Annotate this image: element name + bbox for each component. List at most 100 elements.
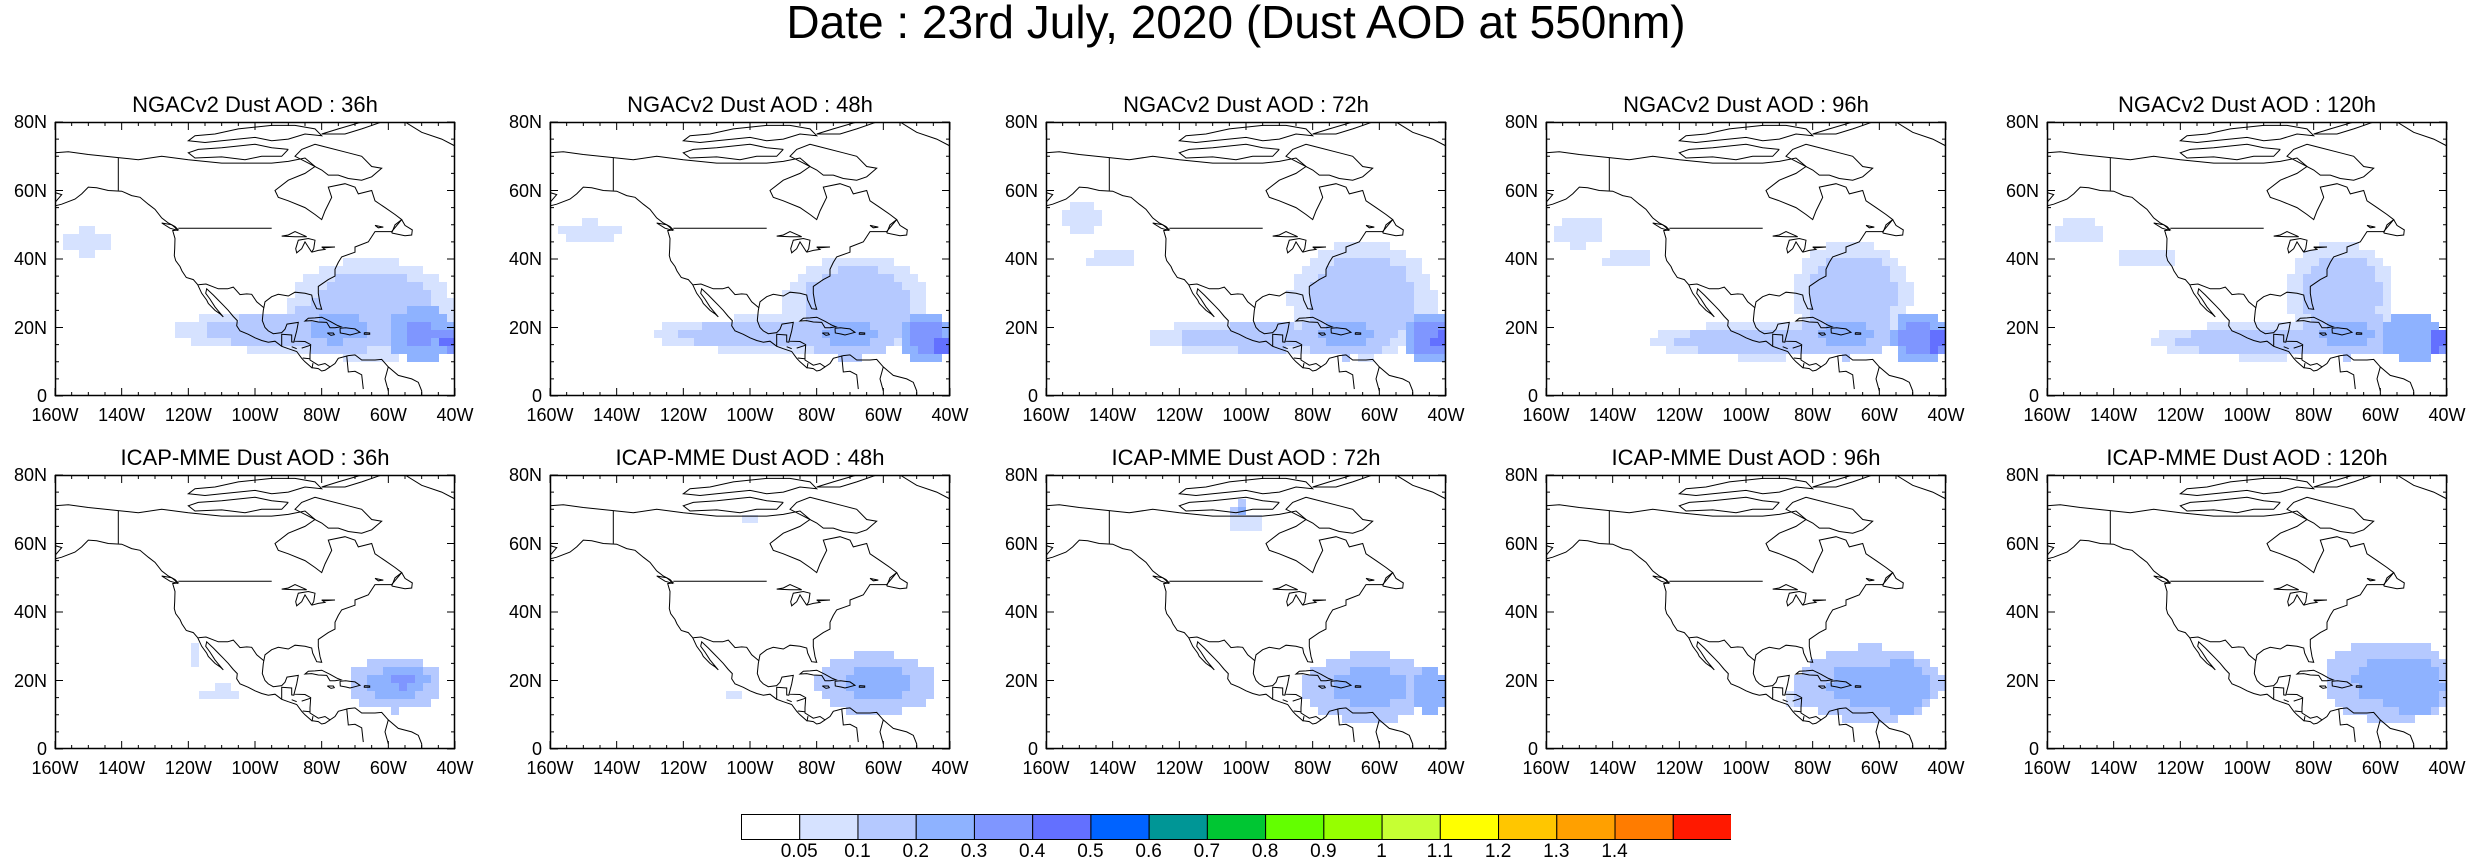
aod-cell <box>431 675 439 683</box>
coastline <box>1046 152 1322 372</box>
coastline <box>806 716 809 722</box>
aod-cell <box>2367 715 2375 723</box>
aod-cell <box>1858 707 1866 715</box>
aod-cell <box>1422 354 1430 362</box>
aod-cell <box>734 338 742 346</box>
aod-cell <box>1906 322 1914 330</box>
coastline <box>1282 346 1288 350</box>
aod-cell <box>2431 322 2439 330</box>
aod-cell <box>2247 346 2255 354</box>
aod-cell <box>1382 242 1390 250</box>
aod-cell <box>2407 354 2415 362</box>
aod-cell <box>838 258 846 266</box>
colorbar-box <box>915 814 975 840</box>
aod-cell <box>1438 346 1446 354</box>
aod-cell <box>806 338 814 346</box>
aod-cell <box>726 338 734 346</box>
coastline <box>1818 685 1827 689</box>
aod-cell <box>886 322 894 330</box>
aod-cell <box>1562 234 1570 242</box>
aod-cell <box>1350 282 1358 290</box>
aod-cell <box>886 274 894 282</box>
aod-cell <box>1102 250 1110 258</box>
coastline <box>1294 669 1334 682</box>
aod-cell <box>886 306 894 314</box>
coastline <box>1793 710 1801 713</box>
aod-cell <box>2271 338 2279 346</box>
aod-cell <box>822 290 830 298</box>
coastline <box>816 122 878 135</box>
tick-label: 0 <box>531 386 542 406</box>
aod-cell <box>415 346 423 354</box>
aod-cell <box>1930 691 1938 699</box>
aod-cell <box>654 330 662 338</box>
aod-cell <box>1922 354 1930 362</box>
aod-cell <box>1166 330 1174 338</box>
aod-cell <box>1398 298 1406 306</box>
aod-cell <box>1382 659 1390 667</box>
aod-cell <box>1358 330 1366 338</box>
coastline <box>1546 505 1822 725</box>
aod-cell <box>1802 306 1810 314</box>
aod-cell <box>1294 338 1302 346</box>
aod-cell <box>894 274 902 282</box>
aod-cell <box>351 274 359 282</box>
coastline <box>1282 699 1288 703</box>
aod-cell <box>359 338 367 346</box>
aod-cell <box>2399 643 2407 651</box>
aod-cell <box>1350 707 1358 715</box>
aod-cell <box>854 306 862 314</box>
aod-cell <box>1366 715 1374 723</box>
aod-cell <box>1390 667 1398 675</box>
aod-cell <box>1586 226 1594 234</box>
aod-cell <box>614 226 622 234</box>
aod-cell <box>1110 250 1118 258</box>
aod-cell <box>1150 330 1158 338</box>
aod-cell <box>1794 274 1802 282</box>
aod-cell <box>1286 322 1294 330</box>
aod-cell <box>351 258 359 266</box>
coastline <box>2313 122 2375 135</box>
tick-label: 100W <box>1722 405 1770 425</box>
aod-cell <box>2271 346 2279 354</box>
aod-cell <box>391 699 399 707</box>
coastline <box>281 686 295 700</box>
aod-cell <box>1922 699 1930 707</box>
tick-label: 60N <box>13 180 47 201</box>
aod-cell <box>255 314 263 322</box>
aod-cell <box>846 346 854 354</box>
aod-cell <box>1318 338 1326 346</box>
aod-cell <box>2415 691 2423 699</box>
coastline <box>816 599 831 602</box>
aod-cell <box>1818 707 1826 715</box>
coastline <box>1302 599 1318 606</box>
aod-cell <box>2407 707 2415 715</box>
coastline <box>2178 477 2316 497</box>
aod-cell <box>878 346 886 354</box>
aod-cell <box>343 298 351 306</box>
aod-cell <box>287 330 295 338</box>
coastline <box>1312 122 1374 135</box>
aod-cell <box>2423 707 2431 715</box>
aod-cell <box>1874 675 1882 683</box>
aod-cell <box>1882 258 1890 266</box>
aod-cell <box>1850 258 1858 266</box>
aod-cell <box>1406 274 1414 282</box>
aod-cell <box>1350 683 1358 691</box>
aod-cell <box>718 330 726 338</box>
aod-cell <box>1642 250 1650 258</box>
aod-cell <box>95 242 103 250</box>
aod-cell <box>2319 242 2327 250</box>
aod-cell <box>199 322 207 330</box>
aod-cell <box>1762 354 1770 362</box>
aod-cell <box>782 306 790 314</box>
aod-cell <box>2327 298 2335 306</box>
aod-cell <box>2271 354 2279 362</box>
aod-cell <box>383 683 391 691</box>
aod-cell <box>2311 298 2319 306</box>
coastline <box>1152 222 1170 232</box>
aod-cell <box>1858 250 1866 258</box>
aod-cell <box>1302 675 1310 683</box>
aod-cell <box>1842 651 1850 659</box>
aod-cell <box>1874 330 1882 338</box>
